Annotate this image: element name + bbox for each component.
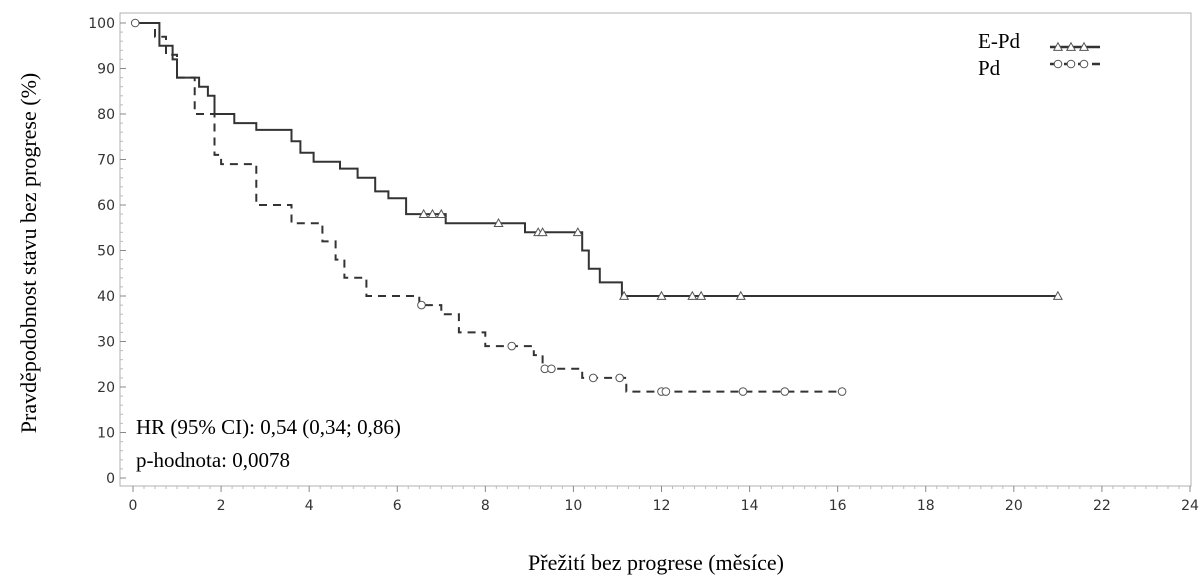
x-tick-label: 14	[741, 498, 759, 514]
censor-mark	[436, 208, 447, 218]
x-tick-label: 10	[565, 498, 583, 514]
legend-sample-marker	[1079, 59, 1089, 69]
y-tick-label: 90	[97, 62, 115, 78]
censor-mark	[687, 290, 698, 300]
survival-curves	[133, 22, 1058, 393]
censor-mark	[427, 208, 438, 218]
y-axis-label: Pravděpodobnost stavu bez progrese (%)	[16, 73, 41, 433]
censor-mark	[417, 300, 426, 310]
censor-mark	[837, 387, 847, 396]
legend-sample-marker	[1078, 41, 1090, 51]
y-tick-label: 0	[106, 471, 115, 487]
annotation-hr: HR (95% CI): 0,54 (0,34; 0,86)	[136, 415, 401, 439]
censor-mark	[696, 290, 707, 300]
y-tick-label: 60	[97, 198, 115, 214]
x-tick-label: 6	[393, 498, 402, 514]
x-tick-label: 12	[653, 498, 671, 514]
y-tick-label: 100	[88, 16, 115, 32]
censor-mark	[656, 290, 667, 300]
censor-mark	[780, 387, 790, 396]
y-tick-label: 40	[97, 289, 115, 305]
x-tick-label: 18	[917, 498, 935, 514]
censor-mark	[615, 373, 624, 383]
y-tick-label: 70	[97, 153, 115, 169]
legend-sample-marker	[1053, 59, 1063, 69]
censor-mark	[507, 341, 517, 351]
y-tick-label: 50	[97, 244, 115, 260]
x-tick-label: 20	[1005, 498, 1023, 514]
censor-mark	[661, 387, 671, 396]
legend-line-pd	[1050, 59, 1100, 69]
y-tick-label: 20	[97, 380, 115, 396]
y-tick-label: 80	[97, 107, 115, 123]
x-axis-ticks: 0 2 4 6 8 10 12 14 16 18 20 22 24	[129, 486, 1199, 514]
x-tick-label: 16	[829, 498, 847, 514]
series-line-e-pd	[133, 22, 1058, 297]
legend-line-epd	[1050, 41, 1100, 51]
censor-marks	[130, 18, 1063, 396]
x-tick-label: 2	[217, 498, 226, 514]
y-tick-label: 10	[97, 426, 115, 442]
censor-mark	[537, 227, 548, 237]
censor-mark	[572, 227, 583, 237]
censor-mark	[547, 364, 556, 374]
y-axis-ticks: 0 10 20 30 40 50 60 70 80 90 100	[88, 16, 126, 487]
x-tick-label: 22	[1093, 498, 1111, 514]
censor-mark	[619, 290, 630, 300]
censor-mark	[738, 387, 748, 396]
legend-label-epd: E-Pd	[978, 29, 1021, 53]
legend-sample-marker	[1066, 59, 1076, 69]
censor-mark	[418, 208, 429, 218]
legend-sample-marker	[1052, 41, 1064, 51]
x-tick-label: 24	[1181, 498, 1199, 514]
censor-mark	[735, 290, 746, 300]
x-tick-label: 4	[305, 498, 314, 514]
x-tick-label: 0	[129, 498, 138, 514]
censor-mark	[493, 217, 504, 228]
annotation-p-value: p-hodnota: 0,0078	[136, 448, 290, 472]
series-line-pd	[133, 22, 843, 393]
legend: E-Pd Pd	[978, 29, 1100, 80]
censor-mark	[130, 18, 140, 28]
x-tick-label: 8	[481, 498, 490, 514]
plot-frame	[119, 12, 1192, 487]
y-tick-label: 30	[97, 335, 115, 351]
legend-label-pd: Pd	[978, 56, 1001, 80]
censor-mark	[1052, 290, 1063, 300]
x-axis-label: Přežití bez progrese (měsíce)	[528, 550, 784, 575]
censor-mark	[588, 373, 598, 383]
legend-sample-marker	[1065, 41, 1077, 51]
